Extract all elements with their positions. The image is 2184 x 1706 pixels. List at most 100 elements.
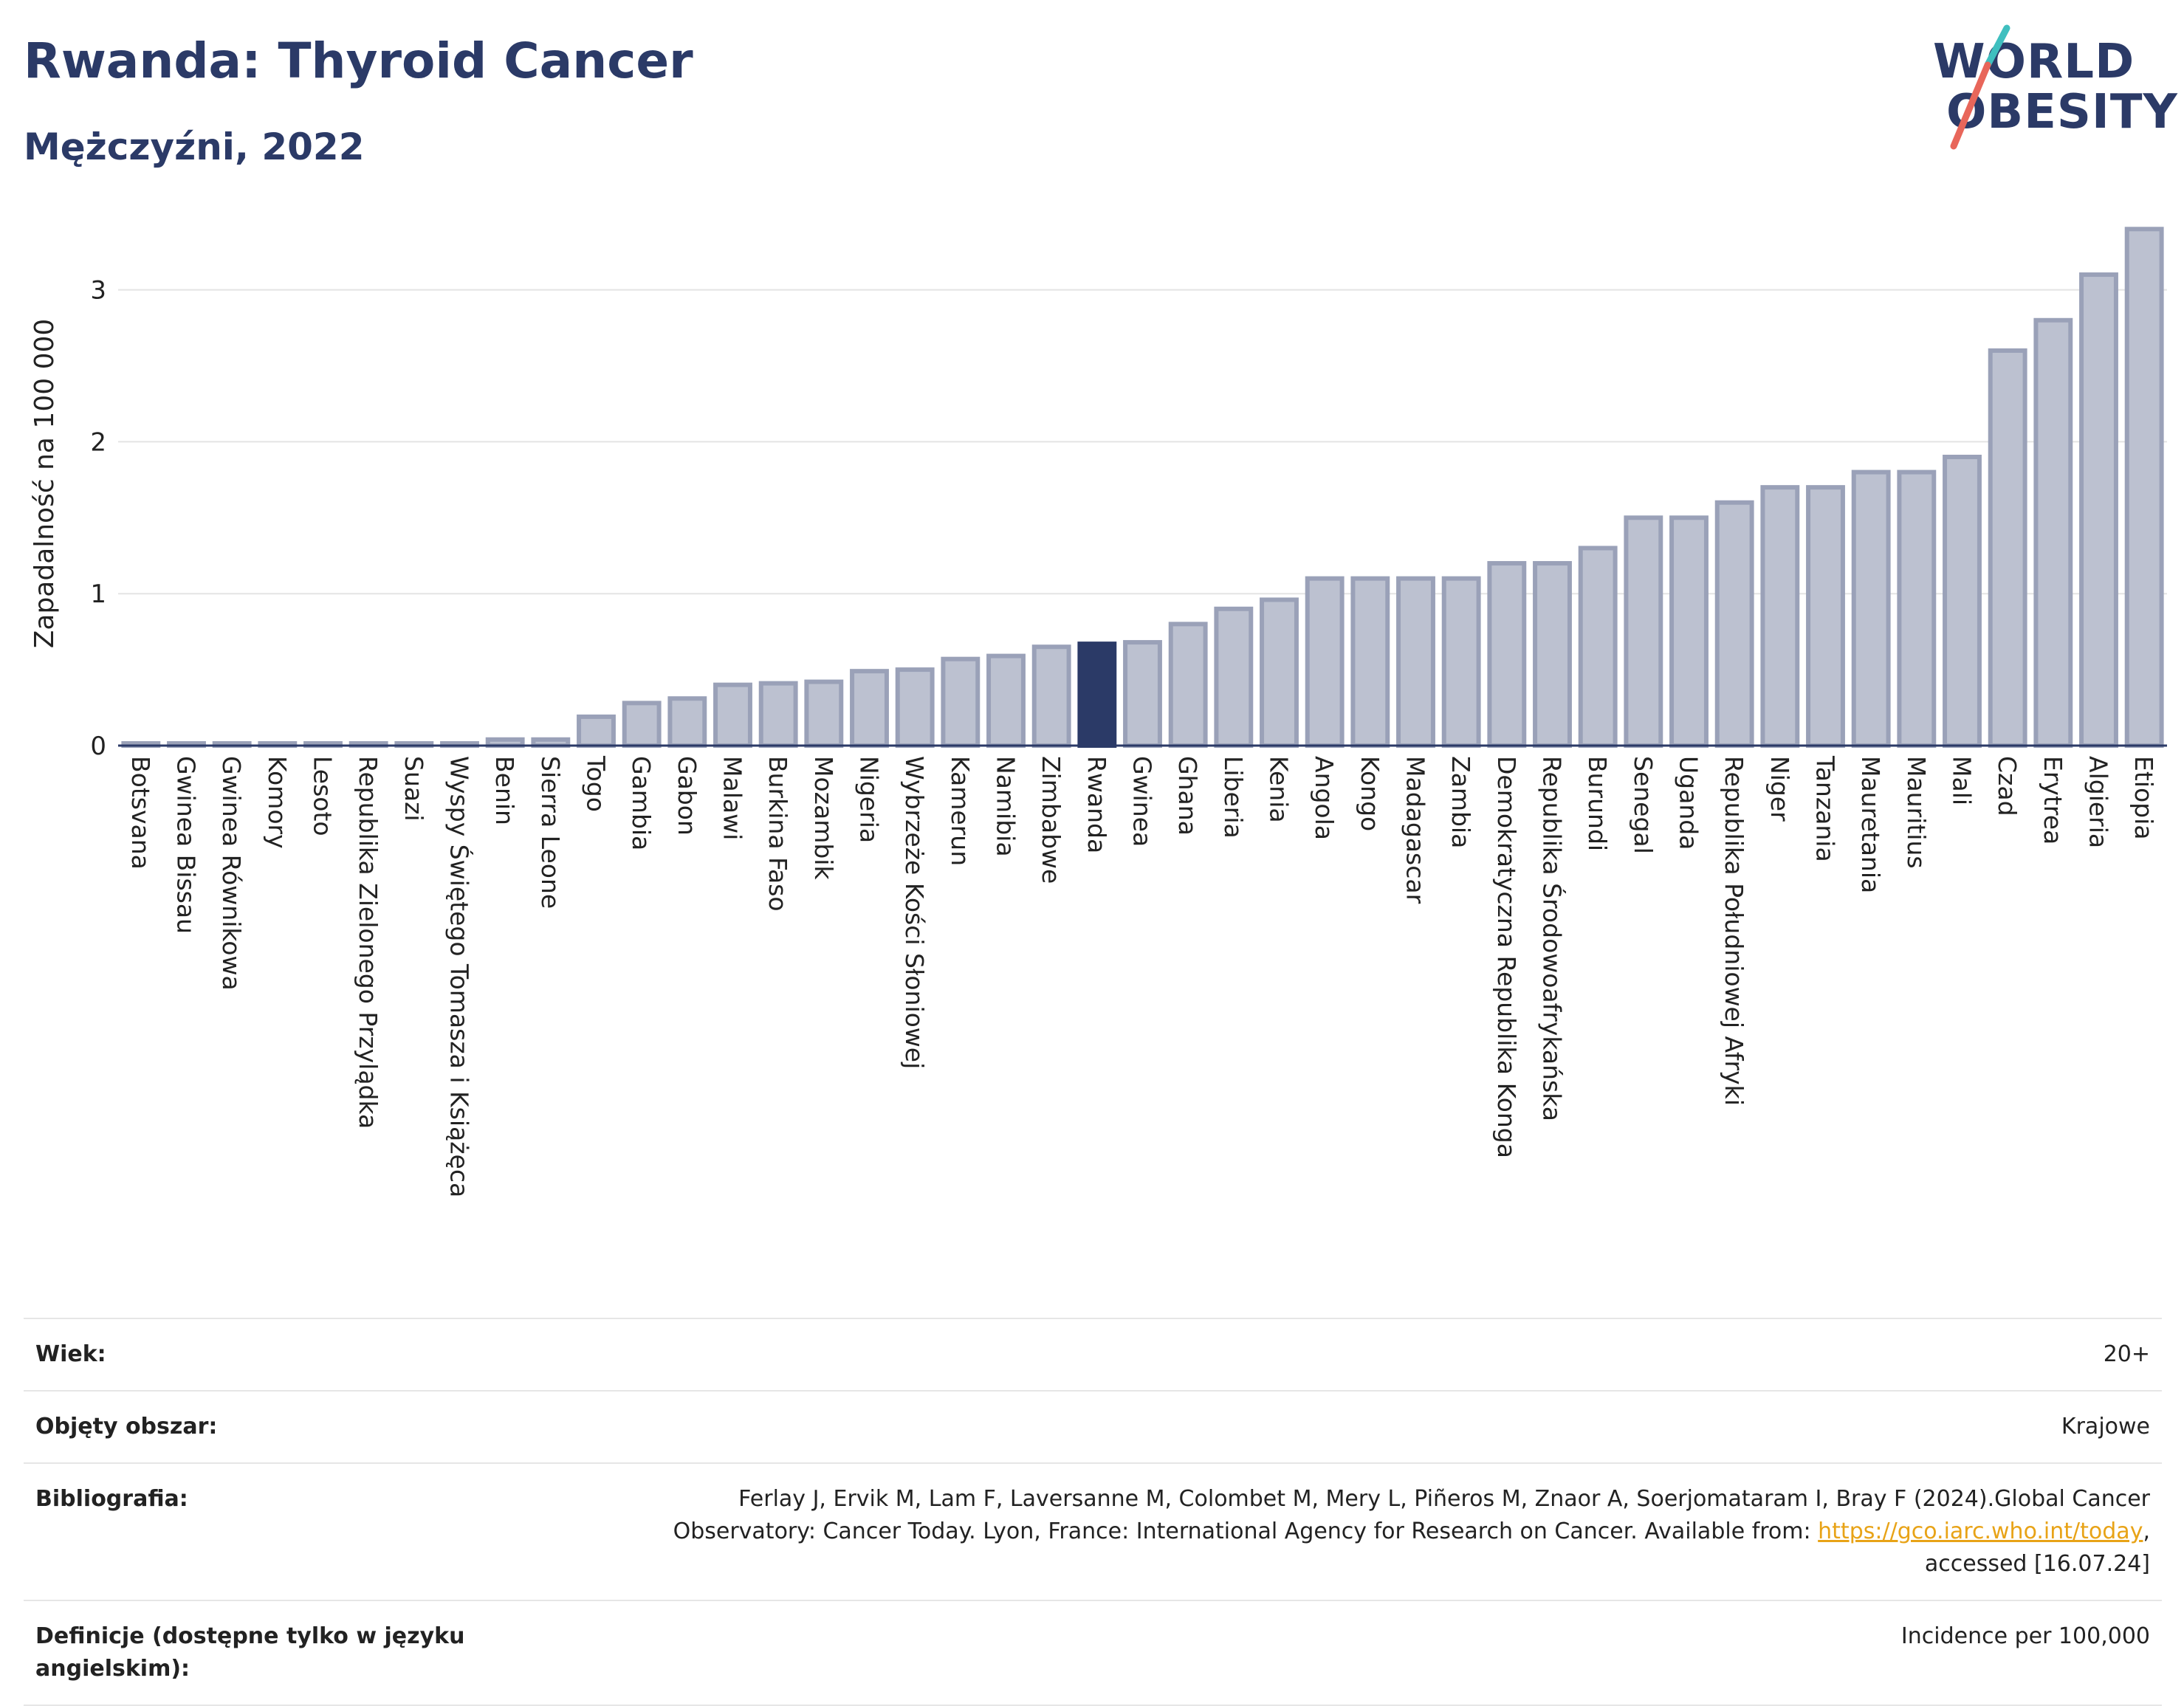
- x-tick-label: Kongo: [1356, 756, 1384, 831]
- y-axis-ticks: 0 1 2 3: [90, 276, 106, 761]
- x-tick-label: Botsvana: [126, 756, 155, 870]
- bar: [850, 669, 889, 748]
- bar: [1988, 348, 2027, 748]
- bars: [121, 227, 2164, 749]
- bar: [2079, 272, 2118, 748]
- x-tick-label: Nigeria: [855, 756, 884, 843]
- bibliography-text-2: Observatory: Cancer Today. Lyon, France:…: [673, 1518, 1819, 1544]
- bar: [941, 656, 981, 749]
- age-value: 20+: [2103, 1341, 2150, 1367]
- x-tick-label: Mauritius: [1902, 756, 1931, 869]
- bar: [1260, 597, 1299, 748]
- bar: [1305, 576, 1345, 748]
- y-tick-label: 0: [90, 732, 106, 761]
- x-tick-label: Republika Południowej Afryki: [1720, 756, 1748, 1106]
- bar: [622, 701, 662, 749]
- bar: [1669, 515, 1709, 748]
- bibliography-text-4: accessed [16.07.24]: [1924, 1551, 2150, 1577]
- x-tick-label: Madagascar: [1401, 756, 1430, 904]
- bar: [1396, 576, 1435, 748]
- world-obesity-logo: WORLD OBESITY: [1920, 22, 2177, 155]
- logo-line-2: OBESITY: [1946, 85, 2178, 140]
- x-tick-label: Rwanda: [1082, 756, 1111, 853]
- bibliography-text-3: ,: [2143, 1518, 2150, 1544]
- x-tick-label: Gambia: [627, 756, 656, 850]
- bar: [577, 714, 616, 749]
- x-tick-label: Suazi: [399, 756, 428, 822]
- x-tick-label: Kenia: [1265, 756, 1294, 823]
- bar: [758, 681, 798, 748]
- x-tick-label: Kamerun: [946, 756, 975, 866]
- x-tick-label: Malawi: [718, 756, 747, 840]
- bar: [1943, 454, 1982, 748]
- bar: [1214, 606, 1254, 748]
- bar: [1624, 515, 1663, 748]
- x-tick-label: Burkina Faso: [763, 756, 792, 912]
- bibliography-value: Ferlay J, Ervik M, Lam F, Laversanne M, …: [673, 1483, 2150, 1581]
- x-tick-label: Mali: [1948, 756, 1977, 805]
- x-tick-label: Mauretania: [1856, 756, 1885, 893]
- x-tick-label: Etiopia: [2129, 756, 2158, 840]
- y-tick-label: 3: [90, 276, 106, 306]
- x-tick-label: Niger: [1765, 756, 1794, 822]
- bar: [1578, 546, 1618, 748]
- bar: [2124, 227, 2164, 748]
- logo-line-1: WORLD: [1933, 35, 2135, 89]
- meta-row-area: Objęty obszar: Krajowe: [24, 1390, 2162, 1462]
- y-axis-label: Zapadalność na 100 000: [30, 319, 60, 649]
- x-tick-label: Sierra Leone: [536, 756, 565, 909]
- bar-chart: 0 1 2 3 Botsvana Gwinea Bissau Gwinea Równiko…: [30, 227, 2167, 1197]
- x-tick-label: Angola: [1310, 756, 1339, 840]
- x-tick-label: Ghana: [1173, 756, 1202, 836]
- x-tick-label: Namibia: [992, 756, 1020, 857]
- bar: [1533, 561, 1572, 749]
- x-tick-label: Republika Środowoafrykańska: [1538, 756, 1567, 1121]
- bar: [1487, 561, 1527, 749]
- meta-row-age: Wiek: 20+: [24, 1318, 2162, 1390]
- metadata-table: Wiek: 20+ Objęty obszar: Krajowe Bibliog…: [24, 1318, 2162, 1706]
- x-tick-label: Wyspy Świętego Tomasza i Książęca: [445, 756, 475, 1197]
- bar: [1168, 622, 1208, 748]
- x-tick-label: Tanzania: [1811, 755, 1840, 862]
- logo-slash-icon: [1950, 24, 2010, 150]
- age-label: Wiek:: [35, 1341, 106, 1367]
- x-tick-label: Czad: [1993, 756, 2022, 816]
- bar: [986, 653, 1026, 748]
- x-tick-label: Erytrea: [2039, 756, 2067, 845]
- x-tick-label: Algieria: [2084, 756, 2113, 848]
- page-subtitle: Mężczyźni, 2022: [24, 125, 365, 168]
- bar: [1031, 644, 1071, 748]
- x-tick-label: Gwinea Równikowa: [217, 756, 246, 991]
- x-tick-label: Gwinea: [1128, 756, 1157, 847]
- bibliography-label: Bibliografia:: [35, 1486, 188, 1512]
- bar: [1714, 500, 1754, 748]
- x-tick-label: Liberia: [1219, 756, 1248, 839]
- bar: [1851, 470, 1891, 748]
- x-tick-label: Togo: [582, 755, 611, 812]
- page-title: Rwanda: Thyroid Cancer: [24, 32, 693, 89]
- bibliography-link[interactable]: https://gco.iarc.who.int/today: [1818, 1518, 2143, 1544]
- y-tick-label: 1: [90, 579, 106, 609]
- bibliography-text-1: Ferlay J, Ervik M, Lam F, Laversanne M, …: [738, 1486, 2150, 1512]
- meta-row-bibliography: Bibliografia: Ferlay J, Ervik M, Lam F, …: [24, 1462, 2162, 1600]
- definitions-value: Incidence per 100,000: [1900, 1623, 2150, 1649]
- bar: [667, 696, 707, 748]
- x-tick-label: Zambia: [1446, 756, 1475, 848]
- area-value: Krajowe: [2061, 1414, 2150, 1440]
- bar-highlight: [1077, 642, 1117, 749]
- bar: [804, 679, 844, 749]
- x-tick-label: Mozambik: [809, 756, 838, 880]
- x-tick-label: Uganda: [1675, 756, 1703, 850]
- x-tick-label: Zimbabwe: [1037, 756, 1065, 884]
- y-tick-label: 2: [90, 427, 106, 457]
- bar: [1897, 470, 1937, 748]
- bar: [1760, 485, 1800, 748]
- bar: [1350, 576, 1390, 748]
- bar: [1441, 576, 1481, 748]
- bar: [895, 667, 935, 748]
- area-label: Objęty obszar:: [35, 1414, 218, 1440]
- bar: [713, 682, 752, 748]
- bar: [1806, 485, 1845, 748]
- meta-row-definitions: Definicje (dostępne tylko w języku angie…: [24, 1600, 2162, 1706]
- x-tick-label: Burundi: [1583, 756, 1612, 851]
